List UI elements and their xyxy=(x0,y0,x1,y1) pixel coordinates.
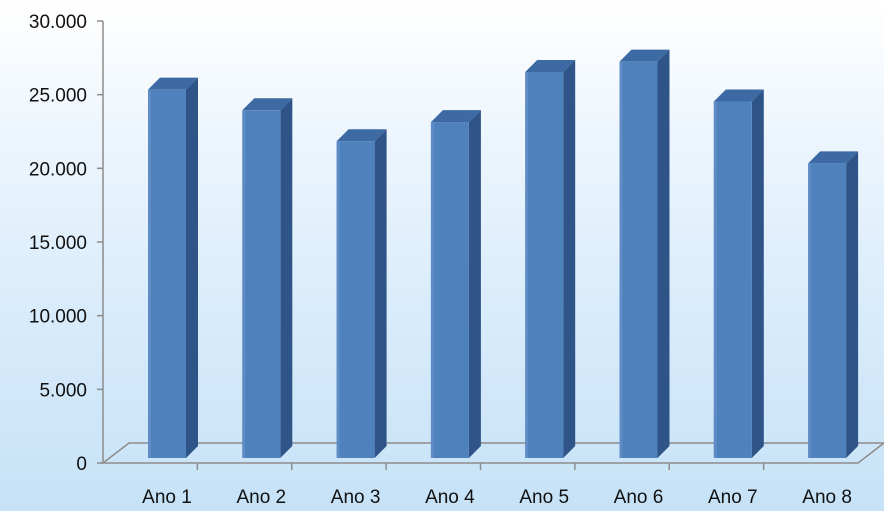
x-tick-label: Ano 6 xyxy=(614,487,664,508)
bar-highlight xyxy=(242,110,246,458)
bar-front xyxy=(619,61,658,458)
bar-side xyxy=(374,129,387,458)
bar-front xyxy=(525,71,564,458)
bar-top xyxy=(619,49,670,62)
bar-side xyxy=(280,98,293,458)
y-tick-label: 0 xyxy=(76,454,87,475)
x-tick-label: Ano 1 xyxy=(142,487,192,508)
bar-front xyxy=(148,89,186,459)
bar xyxy=(430,110,481,458)
bar-series xyxy=(148,49,859,459)
bar-side xyxy=(186,77,198,459)
bar xyxy=(336,129,387,458)
bar-side xyxy=(657,49,670,458)
bar-front xyxy=(430,122,469,458)
chart-axes xyxy=(100,21,884,470)
bar-front xyxy=(336,141,375,458)
bar-top xyxy=(525,59,576,72)
bar xyxy=(525,59,576,459)
bar-side xyxy=(563,59,576,459)
bar-top xyxy=(148,77,198,90)
bar-top xyxy=(808,151,859,164)
y-tick-label: 25.000 xyxy=(29,86,87,107)
bar-top xyxy=(336,129,387,142)
bar-top xyxy=(713,89,764,102)
x-tick-label: Ano 5 xyxy=(519,487,569,508)
x-tick-label: Ano 4 xyxy=(425,487,475,508)
bar-top xyxy=(242,98,293,111)
y-tick-label: 10.000 xyxy=(29,307,87,328)
bar-top xyxy=(430,110,481,123)
bar-highlight xyxy=(808,163,812,459)
x-tick-label: Ano 3 xyxy=(331,487,381,508)
bar-front xyxy=(808,163,847,459)
bar-side xyxy=(468,110,481,458)
bar-highlight xyxy=(619,61,623,458)
bar-highlight xyxy=(336,141,340,458)
bar xyxy=(242,98,293,458)
y-tick-label: 15.000 xyxy=(29,233,87,254)
bar-highlight xyxy=(525,71,529,458)
bar-highlight xyxy=(713,101,717,458)
bar xyxy=(808,151,859,459)
y-tick-label: 5.000 xyxy=(39,380,87,401)
y-axis-ticks: 0 5.000 10.000 15.000 20.000 25.000 30.000 xyxy=(29,12,103,475)
floor-plane xyxy=(100,442,884,464)
bar xyxy=(619,49,670,458)
bar xyxy=(148,77,198,459)
y-tick-label: 30.000 xyxy=(29,12,87,33)
bar-highlight xyxy=(148,89,151,459)
bar-highlight xyxy=(430,122,434,458)
bar-front xyxy=(242,110,281,458)
x-axis-labels: Ano 1 Ano 2 Ano 3 Ano 4 Ano 5 Ano 6 Ano 7 Ano 8 xyxy=(142,487,852,508)
y-tick-label: 20.000 xyxy=(29,159,87,180)
bar-side xyxy=(846,151,859,459)
bar-side xyxy=(751,89,764,458)
x-tick-label: Ano 2 xyxy=(236,487,286,508)
x-tick-label: Ano 7 xyxy=(708,487,758,508)
bar-front xyxy=(713,101,752,458)
x-tick-label: Ano 8 xyxy=(802,487,852,508)
bar xyxy=(713,89,764,458)
